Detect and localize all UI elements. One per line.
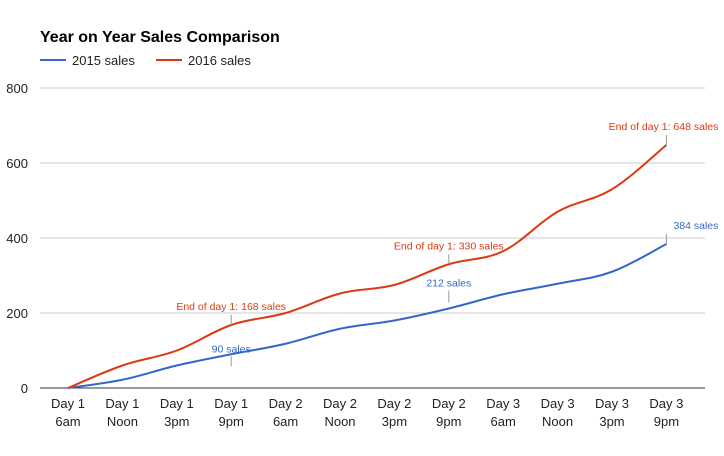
x-tick-label: Day 1 9pm (214, 396, 248, 429)
x-tick-label: Day 3 Noon (541, 396, 575, 429)
gridlines (40, 87, 705, 389)
series-line-2015-sales (67, 243, 667, 389)
series-lines (67, 144, 668, 389)
y-tick-label: 600 (6, 156, 28, 171)
y-axis: 0 200 400 600 800 (6, 81, 28, 396)
y-tick-label: 400 (6, 231, 28, 246)
legend-label-2016: 2016 sales (188, 53, 251, 68)
data-annotation: End of day 1: 168 sales (176, 301, 286, 313)
data-annotation: 212 sales (426, 278, 471, 290)
y-tick-label: 0 (21, 381, 28, 396)
x-tick-label: Day 1 Noon (105, 396, 139, 429)
x-tick-label: Day 3 9pm (649, 396, 683, 429)
x-tick-label: Day 1 3pm (160, 396, 194, 429)
y-tick-label: 200 (6, 306, 28, 321)
y-tick-label: 800 (6, 81, 28, 96)
data-annotation: End of day 1: 648 sales (609, 121, 719, 133)
x-tick-label: Day 2 Noon (323, 396, 357, 429)
legend: 2015 sales 2016 sales (40, 53, 251, 68)
data-annotation: End of day 1: 330 sales (394, 240, 504, 252)
x-axis: Day 1 6am Day 1 Noon Day 1 3pm Day 1 9pm Day 2 6a… (51, 396, 683, 429)
data-annotation: 90 sales (212, 343, 251, 355)
x-tick-label: Day 2 6am (269, 396, 303, 429)
x-tick-label: Day 3 6am (486, 396, 520, 429)
x-tick-label: Day 2 9pm (432, 396, 466, 429)
x-tick-label: Day 1 6am (51, 396, 85, 429)
x-tick-label: Day 2 3pm (377, 396, 411, 429)
data-annotation: 384 sales (673, 220, 718, 232)
series-line-2016-sales (67, 144, 668, 389)
chart-title: Year on Year Sales Comparison (40, 29, 280, 46)
x-tick-label: Day 3 3pm (595, 396, 629, 429)
annotations: 90 sales 212 sales 384 sales End of day 1: … (176, 121, 719, 367)
legend-label-2015: 2015 sales (72, 53, 135, 68)
